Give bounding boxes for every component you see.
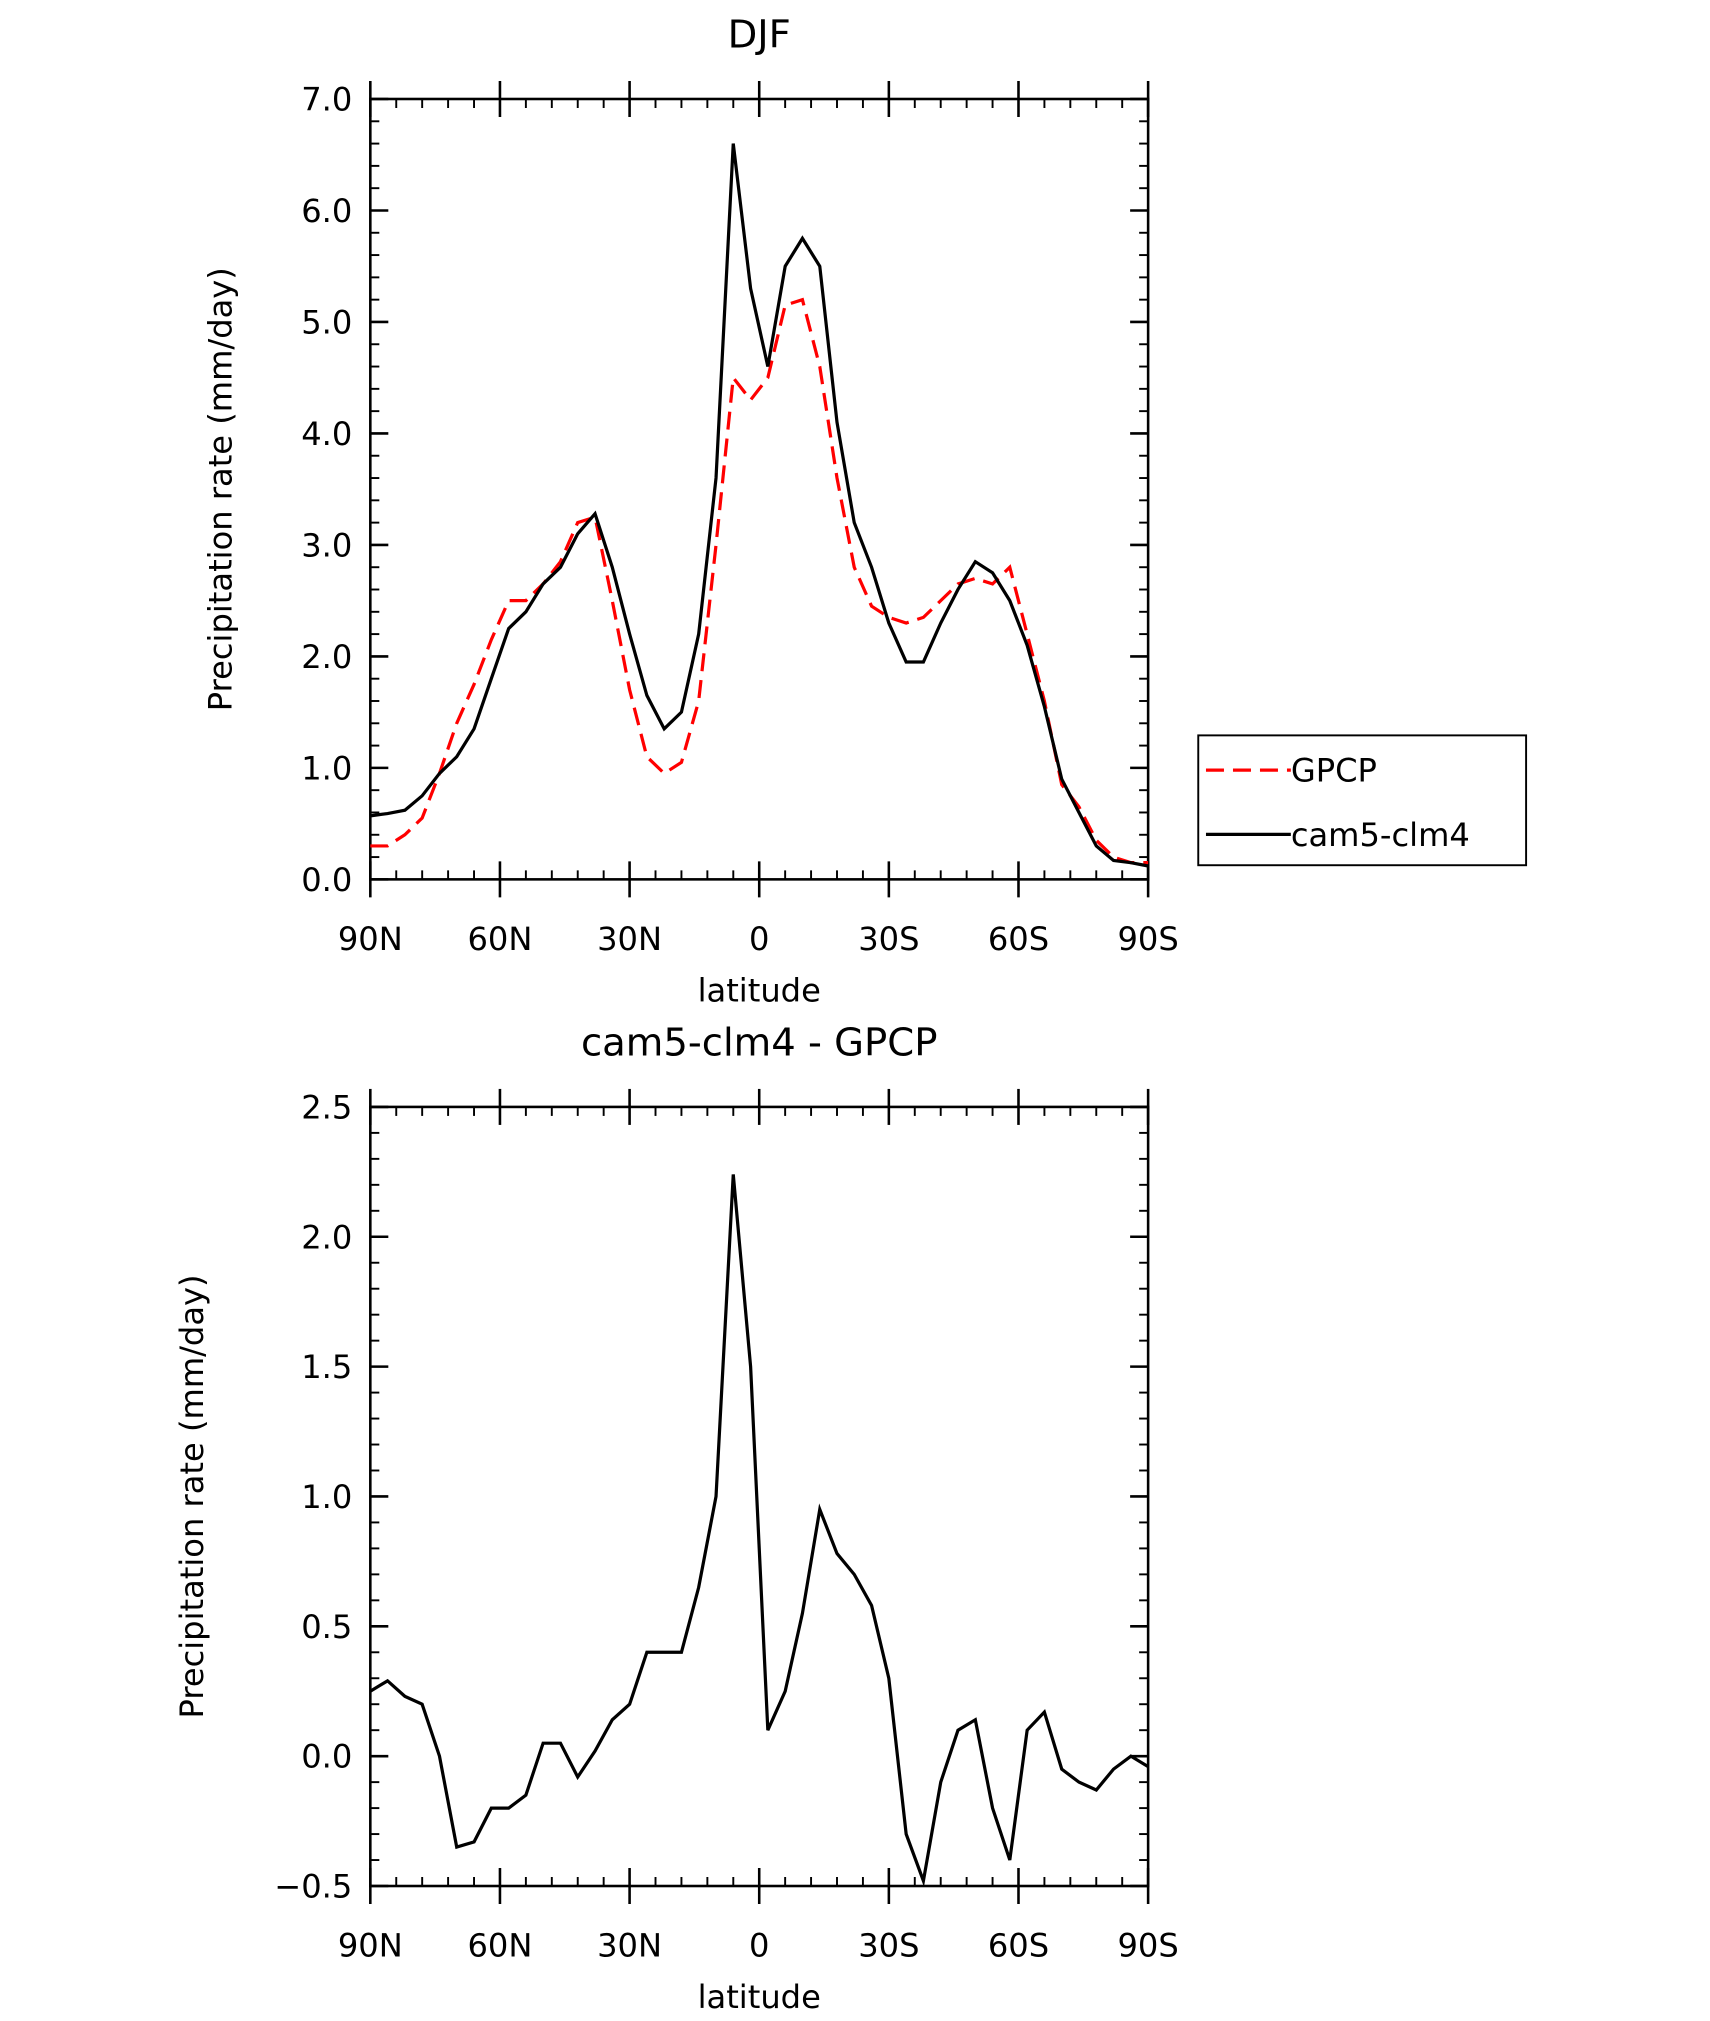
- x-tick-label: 60N: [467, 920, 532, 958]
- x-tick-label: 30S: [858, 920, 919, 958]
- legend-label: GPCP: [1291, 752, 1377, 790]
- x-tick-label: 30N: [597, 1927, 662, 1965]
- y-tick-label: 0.0: [301, 861, 352, 899]
- y-tick-label: −0.5: [274, 1868, 352, 1906]
- y-tick-label: 1.5: [301, 1348, 352, 1386]
- x-axis-label: latitude: [698, 972, 821, 1010]
- x-tick-label: 90N: [338, 1927, 403, 1965]
- x-tick-label: 30S: [858, 1927, 919, 1965]
- x-tick-label: 60S: [988, 920, 1049, 958]
- legend-label: cam5-clm4: [1291, 816, 1470, 854]
- legend-box: [1197, 734, 1528, 867]
- y-tick-label: 2.0: [301, 638, 352, 676]
- y-tick-label: 0.5: [301, 1608, 352, 1646]
- y-tick-label: 6.0: [301, 192, 352, 230]
- x-tick-label: 60N: [467, 1927, 532, 1965]
- series-line: [370, 297, 1149, 865]
- series-line: [370, 143, 1149, 868]
- y-tick-label: 0.0: [301, 1738, 352, 1776]
- y-tick-label: 2.5: [301, 1088, 352, 1126]
- x-axis-label: latitude: [698, 1978, 821, 2016]
- y-tick-label: 3.0: [301, 526, 352, 564]
- plot-frame: [369, 97, 1150, 881]
- y-tick-label: 7.0: [301, 81, 352, 119]
- chart-title: cam5-clm4 - GPCP: [581, 1020, 937, 1065]
- y-tick-label: 2.0: [301, 1218, 352, 1256]
- y-tick-label: 5.0: [301, 304, 352, 342]
- y-tick-label: 1.0: [301, 1478, 352, 1516]
- y-tick-label: 1.0: [301, 749, 352, 787]
- plot-frame: [369, 1105, 1150, 1888]
- y-axis-label: Precipitation rate (mm/day): [201, 267, 239, 711]
- y-axis-label: Precipitation rate (mm/day): [173, 1274, 211, 1718]
- x-tick-label: 90S: [1117, 920, 1178, 958]
- x-tick-label: 0: [749, 920, 769, 958]
- x-tick-label: 0: [749, 1927, 769, 1965]
- y-tick-label: 4.0: [301, 415, 352, 453]
- series-line: [369, 1174, 1149, 1888]
- x-tick-label: 90N: [338, 920, 403, 958]
- x-tick-label: 30N: [597, 920, 662, 958]
- x-tick-label: 60S: [988, 1927, 1049, 1965]
- chart-title: DJF: [728, 13, 791, 58]
- x-tick-label: 90S: [1117, 1927, 1178, 1965]
